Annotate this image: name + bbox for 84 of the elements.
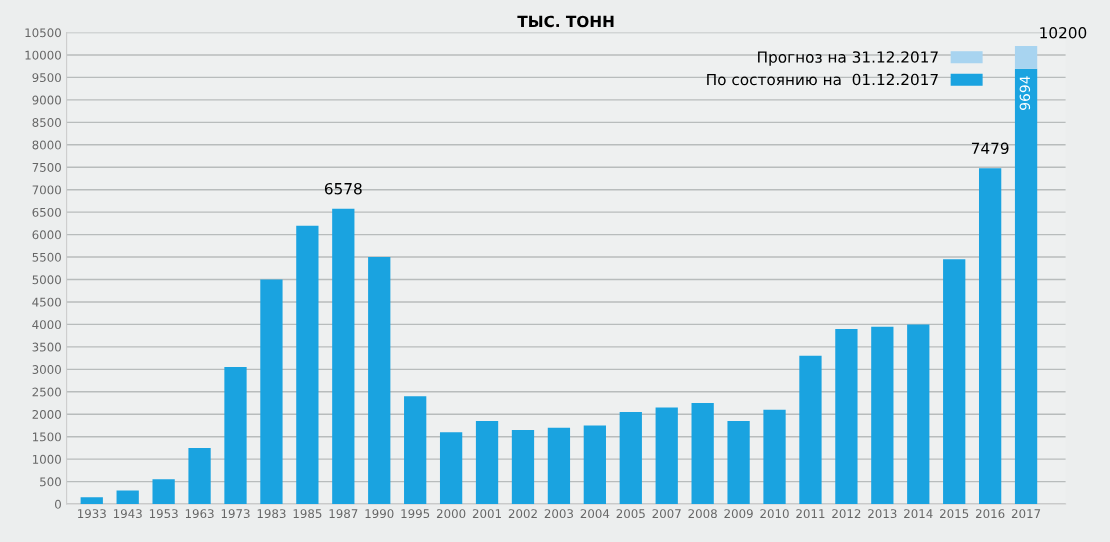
y-tick-label: 4500 — [32, 297, 61, 307]
y-tick-label: 9500 — [32, 73, 61, 83]
y-tick-label: 7000 — [32, 185, 61, 195]
x-tick-label: 1963 — [185, 509, 214, 519]
bar — [224, 367, 247, 505]
legend-label: Прогноз на 31.12.2017 — [758, 51, 938, 66]
y-tick-label: 500 — [40, 477, 61, 487]
y-tick-label: 3000 — [32, 365, 61, 374]
y-tick-label: 2000 — [32, 409, 61, 419]
x-tick-label: 2011 — [796, 509, 825, 519]
bar — [332, 208, 355, 505]
y-tick-label: 1000 — [32, 454, 61, 464]
x-tick-label: 2005 — [616, 509, 645, 519]
y-tick-label: 10500 — [25, 28, 61, 38]
bar — [152, 479, 175, 505]
x-tick-label: 2000 — [436, 509, 466, 519]
x-tick-label: 2012 — [832, 509, 861, 519]
bar — [619, 412, 642, 505]
x-tick-label: 1985 — [293, 509, 322, 519]
x-tick-label: 2016 — [975, 509, 1005, 519]
data-label: 9694 — [1019, 76, 1031, 110]
x-tick-label: 1987 — [329, 509, 358, 519]
x-tick-label: 2002 — [508, 509, 537, 519]
x-tick-label: 1953 — [149, 509, 178, 519]
x-tick-label: 2007 — [652, 509, 681, 519]
bar — [1014, 45, 1038, 69]
y-tick-label: 5500 — [32, 252, 61, 262]
x-tick-label: 2017 — [1011, 509, 1041, 519]
x-tick-label: 2014 — [904, 509, 933, 519]
x-tick-label: 1943 — [113, 509, 142, 519]
y-tick-label: 7500 — [32, 162, 61, 172]
y-tick-label: 10000 — [25, 50, 61, 60]
y-tick-label: 8500 — [32, 118, 61, 127]
x-tick-label: 2009 — [724, 509, 753, 519]
bar — [871, 326, 894, 505]
total-label: 10200 — [1040, 26, 1087, 39]
bar — [835, 328, 858, 505]
bar — [547, 427, 571, 505]
bar — [368, 257, 391, 505]
y-tick-label: 6000 — [32, 230, 61, 240]
x-tick-label: 2013 — [868, 509, 897, 519]
x-tick-label: 2015 — [940, 509, 969, 519]
bar — [763, 409, 786, 505]
bar — [655, 407, 678, 505]
x-tick-label: 1995 — [401, 509, 430, 519]
y-tick-label: 6500 — [32, 207, 61, 217]
y-tick-label: 4000 — [32, 320, 61, 330]
x-tick-label: 2001 — [472, 509, 501, 519]
bar — [691, 403, 714, 505]
y-tick-label: 0 — [55, 499, 61, 509]
data-label: 7479 — [971, 142, 1009, 154]
legend-label: По состоянию на 01.12.2017 — [707, 73, 938, 86]
bar — [727, 420, 750, 505]
y-tick-label: 5000 — [32, 275, 61, 285]
x-tick-label: 2003 — [544, 509, 573, 519]
bar — [511, 429, 535, 505]
y-tick-label: 3500 — [32, 342, 61, 352]
bar — [116, 490, 139, 505]
bar — [80, 497, 103, 505]
bar — [799, 355, 822, 505]
bar — [943, 259, 966, 505]
bar — [439, 432, 463, 505]
bar — [583, 425, 606, 505]
x-tick-label: 2008 — [688, 509, 717, 519]
x-tick-label: 1983 — [257, 509, 286, 519]
x-tick-label: 2010 — [760, 509, 789, 519]
bar — [296, 225, 319, 505]
x-tick-label: 1933 — [78, 509, 106, 519]
y-tick-label: 8000 — [32, 140, 61, 150]
bar — [188, 447, 211, 505]
x-tick-label: 2004 — [580, 509, 610, 519]
bar — [475, 420, 499, 505]
y-tick-label: 1500 — [32, 432, 61, 442]
y-tick-label: 9000 — [32, 95, 61, 105]
bar — [979, 168, 1002, 505]
chart-title: ТЫС. ТОНН — [517, 15, 614, 28]
bar — [404, 396, 427, 505]
bar — [1014, 68, 1038, 505]
y-tick-label: 2500 — [32, 387, 61, 397]
x-tick-label: 1973 — [221, 509, 250, 519]
bar — [260, 279, 283, 505]
bar — [907, 324, 930, 505]
data-label: 6578 — [324, 182, 362, 195]
x-tick-label: 1990 — [365, 509, 394, 519]
